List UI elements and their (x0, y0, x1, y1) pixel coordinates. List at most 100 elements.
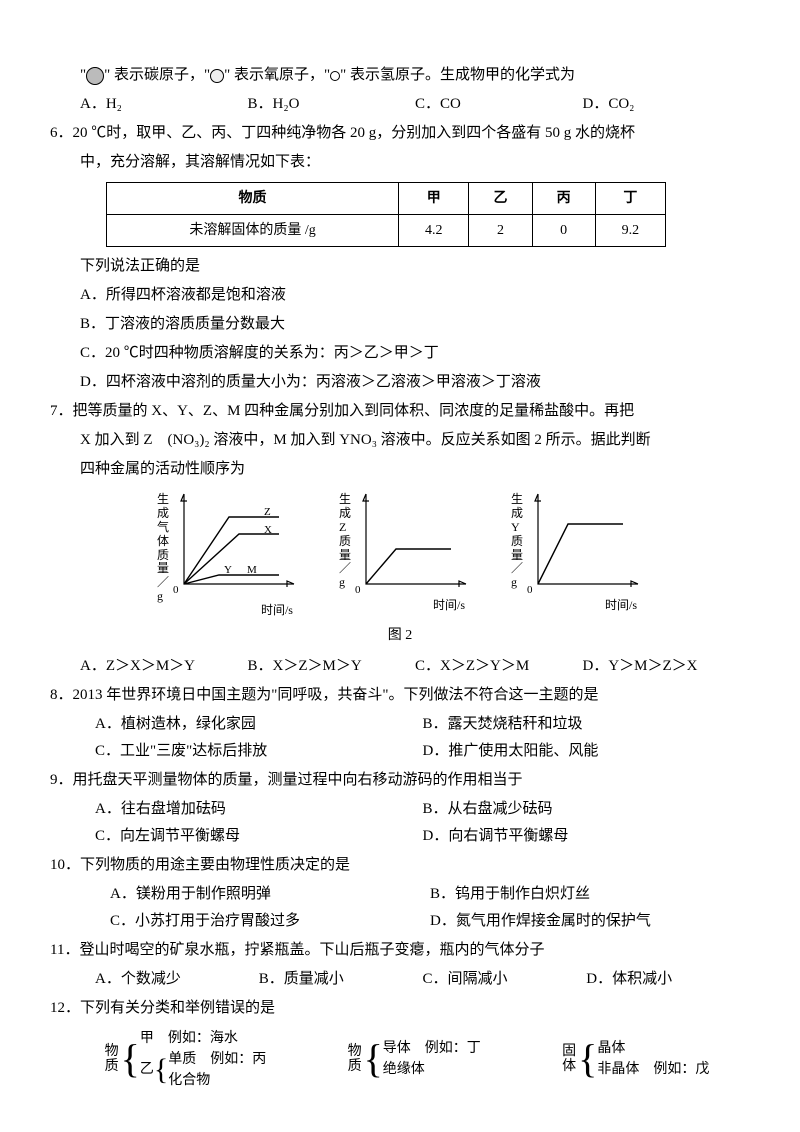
q8: 8．2013 年世界环境日中国主题为"同呼吸，共奋斗"。下列做法不符合这一主题的… (50, 682, 750, 709)
chart2-ylabel: 生成Z质量／g (339, 489, 351, 599)
chart1-origin: 0 (173, 584, 179, 596)
opt-b[interactable]: B．H₂O (248, 91, 416, 118)
q12-num: 12． (50, 1000, 80, 1016)
chart1-block: 生成气体质量／g Z X Y M 0 时间/s (157, 489, 299, 621)
brace-items: 甲 例如：海水 乙 { 单质 例如：丙 化合物 (140, 1028, 266, 1091)
q6-table: 物质 甲 乙 丙 丁 未溶解固体的质量 /g 4.2 2 0 9.2 (106, 182, 666, 247)
th: 丁 (595, 183, 665, 215)
opt-b[interactable]: B．质量减小 (259, 966, 423, 993)
opt-c[interactable]: C．X＞Z＞Y＞M (415, 653, 583, 680)
opt-d[interactable]: D．Y＞M＞Z＞X (583, 653, 751, 680)
q7-stem3: 四种金属的活动性顺序为 (50, 456, 750, 483)
opt-b[interactable]: B．从右盘减少砝码 (423, 796, 751, 823)
th: 乙 (469, 183, 532, 215)
chart1-svg: Z X Y M 0 (169, 489, 299, 599)
item: 非晶体 例如：戊 (597, 1059, 709, 1080)
item: 乙 { 单质 例如：丙 化合物 (140, 1049, 266, 1091)
opt-a[interactable]: A．个数减少 (95, 966, 259, 993)
root-label: 物质 (348, 1044, 362, 1075)
brace-icon: { (121, 1041, 140, 1077)
label-M: M (247, 564, 257, 576)
chart3-svg: 0 (523, 489, 643, 599)
q6-lead: 下列说法正确的是 (50, 253, 750, 280)
brace-icon: { (578, 1041, 597, 1077)
opt-d[interactable]: D．CO₂ (583, 91, 751, 118)
td: 9.2 (595, 215, 665, 247)
q7-stem1: 把等质量的 X、Y、Z、M 四种金属分别加入到同体积、同浓度的足量稀盐酸中。再把 (73, 403, 635, 419)
q11-options: A．个数减少 B．质量减小 C．间隔减小 D．体积减小 (50, 966, 750, 993)
label-X: X (264, 524, 272, 536)
td: 0 (532, 215, 595, 247)
item: 导体 例如：丁 (383, 1038, 481, 1059)
root-label: 固体 (562, 1044, 576, 1075)
q11: 11．登山时喝空的矿泉水瓶，拧紧瓶盖。下山后瓶子变瘪，瓶内的气体分子 (50, 937, 750, 964)
q6-optA[interactable]: A．所得四杯溶液都是饱和溶液 (50, 282, 750, 309)
q9: 9．用托盘天平测量物体的质量，测量过程中向右移动游码的作用相当于 (50, 767, 750, 794)
brace-items: 导体 例如：丁 绝缘体 (383, 1038, 481, 1080)
sub-items: 单质 例如：丙 化合物 (168, 1049, 266, 1091)
q6-optC[interactable]: C．20 ℃时四种物质溶解度的关系为：丙＞乙＞甲＞丁 (50, 340, 750, 367)
opt-b[interactable]: B．X＞Z＞M＞Y (248, 653, 416, 680)
q9-stem: 用托盘天平测量物体的质量，测量过程中向右移动游码的作用相当于 (73, 772, 523, 788)
q6-num: 6． (50, 125, 73, 141)
q7-charts: 生成气体质量／g Z X Y M 0 时间/s 生成Z质量／g (50, 489, 750, 621)
brace-icon: { (154, 1056, 168, 1083)
opt-c[interactable]: C．小苏打用于治疗胃酸过多 (110, 908, 430, 935)
opt-a[interactable]: A．往右盘增加砝码 (95, 796, 423, 823)
q8-options: A．植树造林，绿化家园 B．露天焚烧秸秆和垃圾 C．工业"三废"达标后排放 D．… (50, 711, 750, 765)
opt-c[interactable]: C．向左调节平衡螺母 (95, 823, 423, 850)
q12-group3: 固体 { 晶体 非晶体 例如：戊 (562, 1028, 709, 1091)
q10-stem: 下列物质的用途主要由物理性质决定的是 (80, 857, 350, 873)
q10: 10．下列物质的用途主要由物理性质决定的是 (50, 852, 750, 879)
label-Y: Y (224, 564, 232, 576)
sub-item: 化合物 (168, 1070, 266, 1091)
opt-b[interactable]: B．露天焚烧秸秆和垃圾 (423, 711, 751, 738)
opt-d[interactable]: D．体积减小 (586, 966, 750, 993)
item: 甲 例如：海水 (140, 1028, 266, 1049)
opt-a[interactable]: A．Z＞X＞M＞Y (80, 653, 248, 680)
label-Z: Z (264, 506, 271, 518)
opt-d[interactable]: D．向右调节平衡螺母 (423, 823, 751, 850)
q12-group2: 物质 { 导体 例如：丁 绝缘体 (348, 1028, 481, 1091)
q7: 7．把等质量的 X、Y、Z、M 四种金属分别加入到同体积、同浓度的足量稀盐酸中。… (50, 398, 750, 425)
chart3-origin: 0 (527, 584, 533, 596)
q9-options: A．往右盘增加砝码 B．从右盘减少砝码 C．向左调节平衡螺母 D．向右调节平衡螺… (50, 796, 750, 850)
q6-stem2: 中，充分溶解，其溶解情况如下表： (50, 149, 750, 176)
table-row: 物质 甲 乙 丙 丁 (107, 183, 666, 215)
q12-stem: 下列有关分类和举例错误的是 (80, 1000, 275, 1016)
th: 甲 (399, 183, 469, 215)
q9-num: 9． (50, 772, 73, 788)
root-label: 物质 (105, 1044, 119, 1075)
q10-options: A．镁粉用于制作照明弹 B．钨用于制作白炽灯丝 C．小苏打用于治疗胃酸过多 D．… (50, 881, 750, 935)
q12: 12．下列有关分类和举例错误的是 (50, 995, 750, 1022)
opt-d[interactable]: D．推广使用太阳能、风能 (423, 738, 751, 765)
sub-item: 单质 例如：丙 (168, 1049, 266, 1070)
td: 未溶解固体的质量 /g (107, 215, 399, 247)
opt-c[interactable]: C．CO (415, 91, 583, 118)
q7-figcaption: 图 2 (50, 623, 750, 648)
sub-root: 乙 (140, 1059, 154, 1080)
q8-stem: 2013 年世界环境日中国主题为"同呼吸，共奋斗"。下列做法不符合这一主题的是 (73, 687, 599, 703)
q6: 6．20 ℃时，取甲、乙、丙、丁四种纯净物各 20 g，分别加入到四个各盛有 5… (50, 120, 750, 147)
opt-a[interactable]: A．H₂ (80, 91, 248, 118)
opt-c[interactable]: C．工业"三废"达标后排放 (95, 738, 423, 765)
q12-group1: 物质 { 甲 例如：海水 乙 { 单质 例如：丙 化合物 (105, 1028, 267, 1091)
opt-c[interactable]: C．间隔减小 (423, 966, 587, 993)
chart2-block: 生成Z质量／g 0 时间/s (339, 489, 471, 621)
q-pre-stem: "" 表示碳原子，"" 表示氧原子，"" 表示氢原子。生成物甲的化学式为 (50, 62, 750, 89)
opt-a[interactable]: A．植树造林，绿化家园 (95, 711, 423, 738)
chart1-ylabel: 生成气体质量／g (157, 489, 169, 603)
oxygen-atom-icon (210, 69, 224, 83)
opt-d[interactable]: D．氮气用作焊接金属时的保护气 (430, 908, 750, 935)
chart3-ylabel: 生成Y质量／g (511, 489, 523, 599)
q6-optB[interactable]: B．丁溶液的溶质质量分数最大 (50, 311, 750, 338)
opt-a[interactable]: A．镁粉用于制作照明弹 (110, 881, 430, 908)
chart1-xlabel: 时间/s (157, 600, 299, 622)
q12-diagrams: 物质 { 甲 例如：海水 乙 { 单质 例如：丙 化合物 物质 { 导体 例如：… (50, 1024, 750, 1091)
brace-items: 晶体 非晶体 例如：戊 (597, 1038, 709, 1080)
q6-stem1: 20 ℃时，取甲、乙、丙、丁四种纯净物各 20 g，分别加入到四个各盛有 50 … (73, 125, 636, 141)
carbon-atom-icon (86, 67, 104, 85)
opt-b[interactable]: B．钨用于制作白炽灯丝 (430, 881, 750, 908)
q6-optD[interactable]: D．四杯溶液中溶剂的质量大小为：丙溶液＞乙溶液＞甲溶液＞丁溶液 (50, 369, 750, 396)
chart2-svg: 0 (351, 489, 471, 599)
